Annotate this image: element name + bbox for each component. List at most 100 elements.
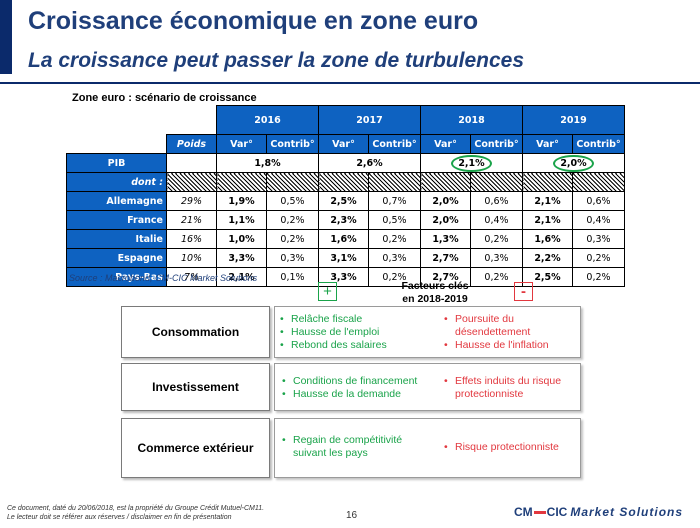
var-cell: 2,3%	[318, 210, 369, 230]
table-row: Italie 16% 1,0% 0,2% 1,6% 0,2% 1,3% 0,2% 1,6% 0,3…	[66, 229, 625, 249]
pib-label: PIB	[66, 153, 167, 173]
contrib-cell: 0,2%	[266, 229, 319, 249]
footer-disclaimer: Ce document, daté du 20/06/2018, est la …	[7, 505, 265, 521]
factor-item: Effets induits du risque protectionniste	[443, 375, 573, 401]
contrib-cell: 0,5%	[266, 191, 319, 211]
pib-row: PIB 1,8% 2,6% 2,1% 2,0%	[66, 153, 625, 173]
pib-value-highlighted: 2,0%	[553, 154, 594, 172]
contrib-cell: 0,2%	[470, 229, 523, 249]
factors-title: Facteurs clés en 2018-2019	[401, 280, 469, 305]
company-logo: CM CIC Market Solutions	[514, 505, 684, 519]
factor-item: Risque protectionniste	[443, 441, 573, 454]
factor-label-commerce-exterieur: Commerce extérieur	[121, 418, 270, 478]
contrib-cell: 0,2%	[266, 210, 319, 230]
factor-item: Rebond des salaires	[279, 339, 387, 352]
var-cell: 3,1%	[318, 248, 369, 268]
factor-box-investissement: Conditions de financement Hausse de la d…	[274, 363, 581, 411]
var-cell: 1,6%	[318, 229, 369, 249]
year-header: 2018	[420, 105, 523, 135]
contrib-cell: 0,3%	[470, 248, 523, 268]
table-row: Espagne 10% 3,3% 0,3% 3,1% 0,3% 2,7% 0,3% 2,2% 0,…	[66, 248, 625, 268]
pib-value-highlighted: 2,1%	[451, 154, 492, 172]
var-cell: 2,1%	[522, 191, 573, 211]
year-header: 2019	[522, 105, 625, 135]
country-label: Espagne	[66, 248, 167, 268]
factor-item: Hausse de la demande	[281, 388, 417, 401]
factor-label-consommation: Consommation	[121, 306, 270, 358]
factor-item: Hausse de l'emploi	[279, 326, 387, 339]
country-label: Pays-Bas	[66, 267, 167, 287]
contrib-cell: 0,1%	[266, 267, 319, 287]
var-cell: 1,6%	[522, 229, 573, 249]
country-label: Italie	[66, 229, 167, 249]
negative-factors: Risque protectionniste	[443, 441, 573, 454]
var-header: Var°	[216, 134, 267, 154]
negative-factors: Effets induits du risque protectionniste	[443, 375, 573, 401]
weight-cell: 10%	[166, 248, 217, 268]
contrib-cell: 0,7%	[368, 191, 421, 211]
contrib-cell: 0,3%	[368, 248, 421, 268]
var-cell: 2,7%	[420, 267, 471, 287]
contrib-cell: 0,4%	[470, 210, 523, 230]
var-cell: 2,0%	[420, 210, 471, 230]
factor-item: Conditions de financement	[281, 375, 417, 388]
contrib-header: Contrib°	[572, 134, 625, 154]
var-header: Var°	[522, 134, 573, 154]
year-header: 2016	[216, 105, 319, 135]
contrib-cell: 0,2%	[572, 248, 625, 268]
contrib-header: Contrib°	[266, 134, 319, 154]
country-label: Allemagne	[66, 191, 167, 211]
negative-factors: Poursuite du désendettement Hausse de l'…	[443, 313, 563, 352]
var-cell: 2,1%	[522, 210, 573, 230]
page-title: Croissance économique en zone euro	[28, 7, 479, 35]
factor-box-commerce-exterieur: Regain de compétitivité suivant les pays…	[274, 418, 581, 478]
weight-cell: 21%	[166, 210, 217, 230]
country-label: France	[66, 210, 167, 230]
table-caption: Zone euro : scénario de croissance	[72, 92, 257, 104]
var-cell: 2,7%	[420, 248, 471, 268]
weight-cell: 16%	[166, 229, 217, 249]
contrib-cell: 0,2%	[470, 267, 523, 287]
contrib-cell: 0,5%	[368, 210, 421, 230]
factor-item: Regain de compétitivité suivant les pays	[281, 434, 421, 460]
var-cell: 1,0%	[216, 229, 267, 249]
dont-label: dont :	[66, 172, 167, 192]
factor-item: Poursuite du désendettement	[443, 313, 563, 339]
factor-label-investissement: Investissement	[121, 363, 270, 411]
var-cell: 1,9%	[216, 191, 267, 211]
page-subtitle: La croissance peut passer la zone de tur…	[28, 49, 525, 72]
header-divider	[0, 82, 700, 84]
contrib-cell: 0,2%	[572, 267, 625, 287]
contrib-header: Contrib°	[470, 134, 523, 154]
column-header-row: Poids Var° Contrib° Var° Contrib° Var° C…	[67, 134, 625, 154]
positive-factors: Relâche fiscale Hausse de l'emploi Rebon…	[279, 313, 387, 352]
var-cell: 2,0%	[420, 191, 471, 211]
contrib-cell: 0,4%	[572, 210, 625, 230]
var-header: Var°	[420, 134, 471, 154]
dont-row: dont :	[66, 172, 625, 192]
minus-sign-box: -	[514, 282, 533, 301]
contrib-header: Contrib°	[368, 134, 421, 154]
factor-box-consommation: Relâche fiscale Hausse de l'emploi Rebon…	[274, 306, 581, 358]
contrib-cell: 0,6%	[470, 191, 523, 211]
contrib-cell: 0,2%	[368, 229, 421, 249]
year-header: 2017	[318, 105, 421, 135]
contrib-cell: 0,6%	[572, 191, 625, 211]
contrib-cell: 0,3%	[266, 248, 319, 268]
var-cell: 1,1%	[216, 210, 267, 230]
contrib-cell: 0,3%	[572, 229, 625, 249]
positive-factors: Regain de compétitivité suivant les pays	[281, 434, 421, 460]
factor-item: Relâche fiscale	[279, 313, 387, 326]
pib-value: 1,8%	[216, 153, 319, 173]
table-source: Source : Macrobond, CM-CIC Market Soluti…	[69, 273, 258, 283]
growth-table: 2016 2017 2018 2019 Poids Var° Contrib° …	[66, 105, 625, 287]
var-cell: 2,2%	[522, 248, 573, 268]
var-header: Var°	[318, 134, 369, 154]
poids-header: Poids	[166, 134, 217, 154]
var-cell: 1,3%	[420, 229, 471, 249]
weight-cell: 29%	[166, 191, 217, 211]
year-header-row: 2016 2017 2018 2019	[67, 105, 625, 135]
factor-item: Hausse de l'inflation	[443, 339, 563, 352]
table-row: Allemagne 29% 1,9% 0,5% 2,5% 0,7% 2,0% 0,6% 2,1%…	[66, 191, 625, 211]
page-number: 16	[346, 510, 358, 521]
